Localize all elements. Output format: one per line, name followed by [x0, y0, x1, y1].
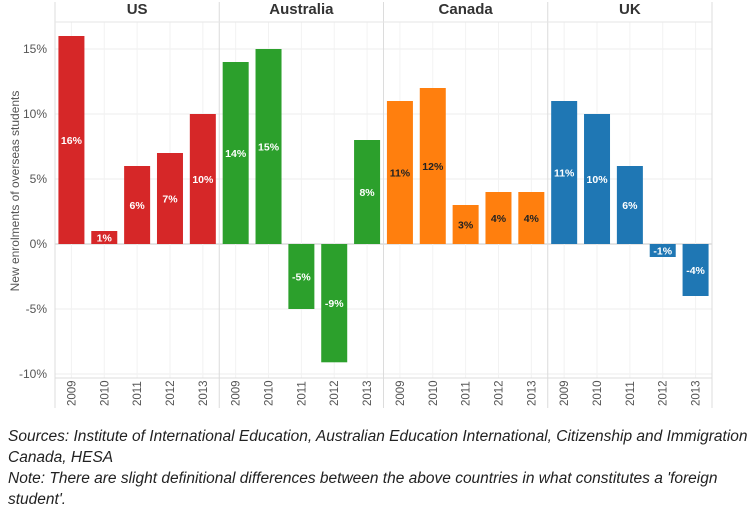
y-tick-label: 10% — [23, 107, 47, 121]
data-label: 12% — [422, 161, 444, 173]
data-label: 4% — [524, 213, 540, 225]
data-label: -9% — [325, 298, 344, 310]
x-tick-label: 2009 — [395, 380, 407, 406]
data-label: 10% — [192, 174, 214, 186]
data-label: 6% — [622, 200, 638, 212]
x-tick-label: 2009 — [231, 380, 243, 406]
data-label: -1% — [653, 246, 672, 258]
x-tick-label: 2009 — [66, 380, 78, 406]
sources-note: Sources: Institute of International Educ… — [8, 428, 748, 466]
x-tick-label: 2013 — [362, 380, 374, 406]
bar — [584, 114, 611, 244]
x-tick-label: 2010 — [428, 380, 440, 406]
bar — [288, 244, 315, 309]
bar — [321, 244, 348, 363]
data-label: 11% — [554, 168, 575, 180]
x-tick-label: 2012 — [658, 380, 670, 406]
bar — [156, 153, 183, 244]
x-tick-label: 2010 — [592, 380, 604, 406]
y-tick-label: 5% — [30, 172, 48, 186]
bar — [649, 244, 676, 257]
bar — [91, 231, 118, 244]
data-label: 7% — [162, 194, 178, 206]
y-tick-label: 0% — [30, 237, 48, 251]
x-tick-label: 2011 — [625, 381, 637, 406]
bar — [58, 36, 85, 244]
y-axis-label: New enrolments of overseas students — [8, 91, 22, 292]
bar — [452, 205, 479, 244]
bar — [682, 244, 709, 296]
bar — [616, 166, 643, 244]
data-label: 14% — [225, 148, 247, 160]
data-label: 8% — [359, 187, 375, 199]
bar — [255, 49, 282, 244]
data-label: 4% — [491, 213, 507, 225]
panel-header: Canada — [439, 1, 494, 18]
bar — [518, 192, 545, 244]
data-label: -5% — [292, 272, 311, 284]
x-tick-label: 2010 — [99, 380, 111, 406]
data-label: 1% — [97, 233, 113, 245]
x-tick-label: 2013 — [691, 380, 703, 406]
panel-header: US — [127, 1, 148, 18]
bar — [354, 140, 381, 244]
data-label: -4% — [686, 265, 705, 277]
x-tick-label: 2011 — [132, 381, 144, 406]
x-tick-label: 2011 — [461, 381, 473, 406]
x-tick-label: 2009 — [559, 380, 571, 406]
y-tick-label: 15% — [23, 42, 47, 56]
bar — [485, 192, 512, 244]
x-tick-label: 2012 — [165, 380, 177, 406]
y-tick-label: -5% — [26, 302, 48, 316]
panel-header: Australia — [269, 1, 334, 18]
data-label: 16% — [61, 135, 83, 147]
definition-note: Note: There are slight definitional diff… — [8, 470, 718, 508]
bar — [124, 166, 151, 244]
bar — [419, 88, 446, 244]
panel-header: UK — [619, 1, 641, 18]
data-label: 6% — [130, 200, 146, 212]
data-label: 10% — [587, 174, 609, 186]
x-tick-label: 2013 — [526, 380, 538, 406]
bar — [189, 114, 216, 244]
x-tick-label: 2011 — [296, 381, 308, 406]
x-tick-label: 2010 — [264, 380, 276, 406]
x-tick-label: 2012 — [329, 380, 341, 406]
y-tick-label: -10% — [19, 367, 47, 381]
bar — [222, 62, 249, 244]
bar — [551, 101, 578, 244]
x-tick-label: 2012 — [493, 380, 505, 406]
bar — [386, 101, 413, 244]
data-label: 3% — [458, 220, 474, 232]
data-label: 15% — [258, 142, 280, 154]
data-label: 11% — [390, 168, 411, 180]
chart-notes: Sources: Institute of International Educ… — [8, 426, 748, 510]
bar-chart: 15% 10% 5% 0% -5% -10% New enrolments of overs… — [8, 1, 713, 408]
x-tick-label: 2013 — [198, 380, 210, 406]
